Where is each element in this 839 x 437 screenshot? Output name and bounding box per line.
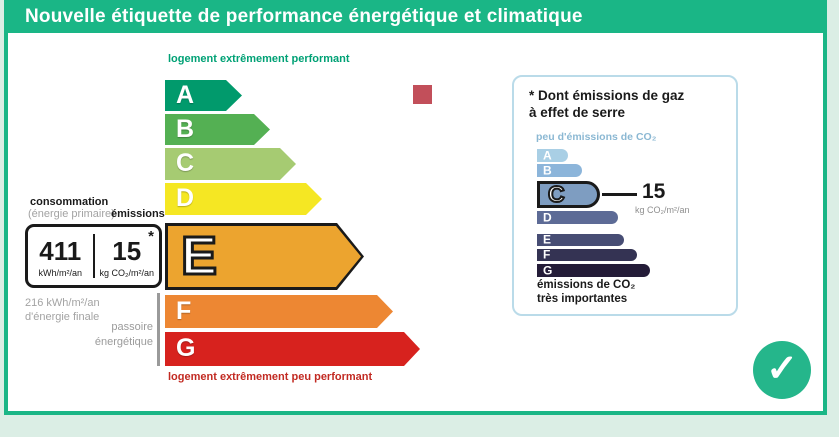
emissions-title: émissions xyxy=(111,208,165,220)
energy-value: 411 xyxy=(39,235,82,266)
check-icon: ✓ xyxy=(766,347,798,390)
consumption-title: consommation xyxy=(30,196,109,208)
header-bar: Nouvelle étiquette de performance énergé… xyxy=(8,0,823,33)
co2-value-connector xyxy=(602,193,637,196)
epc-arrow-E: E xyxy=(165,223,364,290)
co2-letter-C: C xyxy=(547,179,566,207)
co2-bar-D: D xyxy=(537,210,618,225)
co2-panel-value: 15 xyxy=(642,180,666,203)
consumption-subtitle: (énergie primaire) xyxy=(28,208,115,220)
co2-letter-A: A xyxy=(543,148,552,163)
epc-letter-C: C xyxy=(176,148,195,177)
final-energy-line2: d'énergie finale xyxy=(25,311,100,323)
co2-bottom-label: émissions de CO₂ très importantes xyxy=(537,279,635,306)
final-energy-note: 216 kWh/m²/an d'énergie finale xyxy=(25,296,100,324)
co2-top-label: peu d'émissions de CO₂ xyxy=(536,131,657,143)
co2-panel-value-unit: kg CO₂/m²/an xyxy=(635,205,690,215)
red-marker-square xyxy=(413,85,432,104)
epc-bottom-label: logement extrêmement peu performant xyxy=(168,371,373,383)
asterisk: * xyxy=(148,228,154,245)
co2-bottom-line1: émissions de CO₂ xyxy=(537,279,636,291)
co2-value: 15 xyxy=(112,235,142,266)
epc-arrow-fill-E xyxy=(168,226,361,287)
epc-letter-G: G xyxy=(176,333,196,362)
co2-letter-F: F xyxy=(543,247,551,262)
energy-label-card: Nouvelle étiquette de performance énergé… xyxy=(4,0,827,415)
co2-bar-B: B xyxy=(537,163,582,178)
co2-panel-title: * Dont émissions de gaz à effet de serre xyxy=(529,87,684,121)
co2-title-line1: * Dont émissions de gaz xyxy=(529,88,685,103)
energy-sieve-note: passoire énergétique xyxy=(68,320,153,350)
co2-bar-A: A xyxy=(537,148,568,163)
co2-bottom-line2: très importantes xyxy=(537,292,628,305)
epc-arrow-A: A xyxy=(165,80,242,111)
co2-panel: * Dont émissions de gaz à effet de serre… xyxy=(512,75,738,316)
sieve-line1: passoire xyxy=(111,321,153,333)
epc-arrow-D: D xyxy=(165,183,322,215)
epc-top-label: logement extrêmement performant xyxy=(168,53,350,65)
co2-bar-C: C xyxy=(537,179,600,208)
co2-bar-F: F xyxy=(537,247,637,262)
co2-value-cell: * 15 kg CO₂/m²/an xyxy=(95,227,160,285)
consumption-value-box: 411 kWh/m²/an * 15 kg CO₂/m²/an xyxy=(25,224,162,288)
epc-letter-D: D xyxy=(176,183,195,212)
epc-letter-A: A xyxy=(176,80,195,109)
sieve-bracket-bar xyxy=(157,293,160,366)
co2-letter-G: G xyxy=(543,263,553,278)
epc-arrow-C: C xyxy=(165,148,296,180)
co2-title-line2: à effet de serre xyxy=(529,105,626,120)
epc-letter-F: F xyxy=(176,296,192,325)
energy-value-cell: 411 kWh/m²/an xyxy=(28,227,93,285)
epc-letter-B: B xyxy=(176,114,195,143)
sieve-line2: énergétique xyxy=(94,336,153,348)
final-energy-line1: 216 kWh/m²/an xyxy=(25,297,100,309)
energy-unit: kWh/m²/an xyxy=(38,267,82,278)
co2-letter-B: B xyxy=(543,163,552,178)
co2-letter-D: D xyxy=(543,210,552,225)
epc-arrow-F: F xyxy=(165,295,393,328)
co2-unit: kg CO₂/m²/an xyxy=(99,267,154,278)
page-title: Nouvelle étiquette de performance énergé… xyxy=(25,5,583,27)
epc-arrow-G: G xyxy=(165,332,420,366)
co2-letter-E: E xyxy=(543,232,552,247)
epc-letter-E: E xyxy=(181,225,218,286)
confirm-check-button[interactable]: ✓ xyxy=(753,341,811,399)
co2-bar-G: G xyxy=(537,263,650,278)
box-divider xyxy=(92,234,95,278)
co2-bar-E: E xyxy=(537,232,624,247)
epc-arrow-B: B xyxy=(165,114,270,145)
